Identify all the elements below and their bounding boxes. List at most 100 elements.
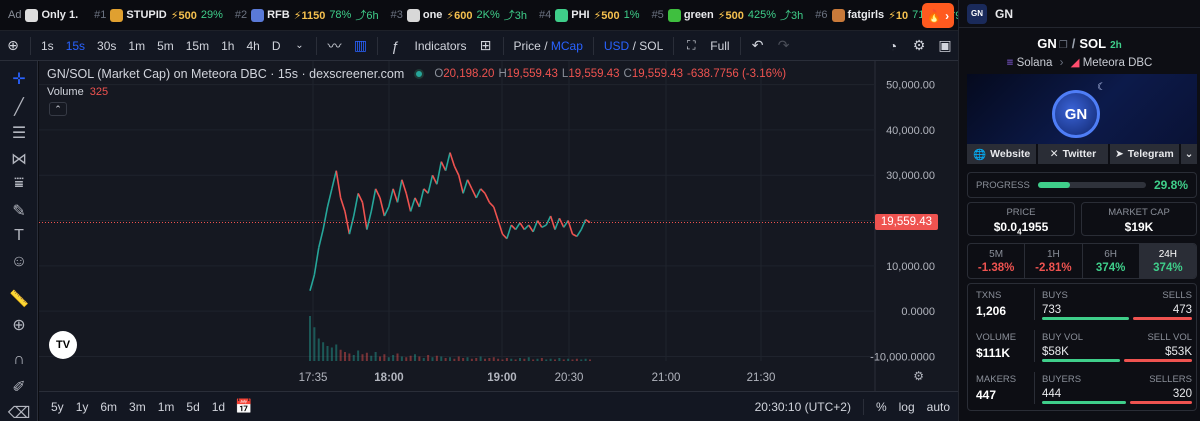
layout-grid-icon[interactable]: ⊞ <box>479 37 492 53</box>
timeframe-tab-1h[interactable]: 1H -2.81% <box>1025 244 1083 278</box>
chart-canvas[interactable]: 50,000.0040,000.0030,000.0020,000.0010,0… <box>39 61 958 391</box>
currency-toggle[interactable]: USD / SOL <box>603 38 664 53</box>
lock-drawings-icon[interactable]: ✐ <box>12 379 26 396</box>
interval-30s[interactable]: 30s <box>97 38 117 53</box>
range-5y[interactable]: 5y <box>51 399 64 414</box>
timeframe-tab-6h[interactable]: 6H 374% <box>1083 244 1140 278</box>
usd-option[interactable]: USD <box>603 38 630 53</box>
interval-1s[interactable]: 1s <box>41 38 54 53</box>
interval-5m[interactable]: 5m <box>157 38 174 53</box>
volume-bar <box>383 354 386 361</box>
progress-value: 29.8% <box>1153 178 1188 192</box>
quick-search-icon[interactable]: ◔ <box>888 37 898 54</box>
range-6m[interactable]: 6m <box>100 399 118 414</box>
emoji-icon[interactable]: ☺ <box>10 253 28 270</box>
social-links: 🌐 Website ✕ Twitter ➤ Telegram ⌄ <box>967 144 1197 164</box>
ticker-boost: ⚡500 <box>593 9 620 22</box>
brush-icon[interactable]: ✎ <box>12 203 26 220</box>
ticker-item[interactable]: #1 STUPID ⚡500 29% <box>94 7 223 23</box>
volume-bar <box>571 359 574 361</box>
ruler-icon[interactable]: 📏 <box>9 291 29 308</box>
copy-icon[interactable]: ❐ <box>1058 40 1068 51</box>
date-range-icon[interactable]: 📅 <box>235 398 253 414</box>
line-chart-icon[interactable]: 〰 <box>327 37 342 54</box>
volume-bar <box>400 356 403 361</box>
crosshair-icon[interactable]: ✛ <box>12 71 26 88</box>
mcap-option[interactable]: MCap <box>550 38 583 53</box>
buys-sells-ratio-bar <box>1042 317 1192 320</box>
magnet-icon[interactable]: ∩ <box>13 351 25 368</box>
sells-label: SELLS <box>1162 290 1192 301</box>
ticker-item[interactable]: #5 green ⚡500 425% ⤴3h <box>652 7 803 23</box>
twitter-link[interactable]: ✕ Twitter <box>1038 144 1108 164</box>
range-1d[interactable]: 1d <box>211 399 226 414</box>
buys-label: BUYS <box>1042 290 1068 301</box>
timeframe-tab-5m[interactable]: 5M -1.38% <box>968 244 1026 278</box>
price-segment <box>366 211 373 230</box>
dex-name[interactable]: Meteora DBC <box>1082 57 1153 69</box>
status-dot-icon <box>414 69 425 79</box>
ticker-age: ⤴3h <box>503 10 527 22</box>
price-segment <box>462 179 469 194</box>
ticker-item[interactable]: #3 one ⚡600 2K% ⤴3h <box>391 7 527 23</box>
horizontal-lines-icon[interactable]: ☰ <box>11 125 27 142</box>
volume-bar <box>365 352 368 361</box>
buy-vol-label: BUY VOL <box>1042 332 1084 343</box>
axis-settings-icon[interactable]: ⚙ <box>913 369 924 383</box>
camera-icon[interactable]: ▣ <box>938 37 952 53</box>
zoom-in-icon[interactable]: ⊕ <box>12 317 26 334</box>
log-toggle[interactable]: log <box>898 399 915 414</box>
ticker-item[interactable]: #4 PHI ⚡500 1% <box>539 7 640 23</box>
text-tool-icon[interactable]: T <box>14 227 24 244</box>
fib-icon[interactable]: ⩸ <box>14 175 24 192</box>
ticker-item[interactable]: #2 RFB ⚡1150 78% ⤴6h <box>235 7 379 23</box>
candles-icon[interactable]: ▥ <box>353 37 368 53</box>
redo-icon[interactable]: ↷ <box>777 37 790 53</box>
auto-toggle[interactable]: auto <box>926 399 950 414</box>
range-3m[interactable]: 3m <box>129 399 146 414</box>
full-button[interactable]: Full <box>710 38 730 53</box>
toolbar-divider <box>739 36 741 55</box>
interval-1h[interactable]: 1h <box>221 38 235 53</box>
sol-option[interactable]: SOL <box>639 38 664 53</box>
interval-D[interactable]: D <box>271 38 281 53</box>
price-option[interactable]: Price <box>513 38 541 53</box>
token-name: GN <box>995 6 1013 21</box>
pattern-icon[interactable]: ⋈ <box>11 151 27 168</box>
interval-15s[interactable]: 15s <box>65 38 86 53</box>
trending-fire-button[interactable]: 🔥 › <box>922 3 954 28</box>
volume-bar <box>532 359 535 361</box>
range-1m[interactable]: 1m <box>157 399 175 414</box>
volume-bar <box>475 358 478 361</box>
telegram-link[interactable]: ➤ Telegram <box>1109 144 1179 164</box>
website-link[interactable]: 🌐 Website <box>967 144 1037 164</box>
collapse-legend-button[interactable]: ⌃ <box>49 102 67 116</box>
more-links-chevron-icon[interactable]: ⌄ <box>1180 144 1197 164</box>
indicators-button[interactable]: Indicators <box>414 38 467 53</box>
tradingview-logo[interactable]: TV <box>49 331 77 359</box>
percent-toggle[interactable]: % <box>875 399 887 414</box>
interval-1m[interactable]: 1m <box>128 38 146 53</box>
chain-name[interactable]: Solana <box>1016 57 1053 69</box>
ohlc-open: 20,198.20 <box>443 68 495 80</box>
fullscreen-icon[interactable]: ⛶ <box>687 38 696 52</box>
volume-bar <box>558 358 561 361</box>
price-chart[interactable]: 50,000.0040,000.0030,000.0020,000.0010,0… <box>39 61 958 391</box>
add-symbol-icon[interactable]: ⊕ <box>7 37 19 53</box>
chevron-down-icon[interactable]: ⌄ <box>295 40 304 51</box>
price-segment <box>357 192 364 203</box>
undo-icon[interactable]: ↶ <box>751 37 764 53</box>
volume-bar <box>540 358 543 361</box>
trash-icon[interactable]: ⌫ <box>7 405 31 421</box>
interval-4h[interactable]: 4h <box>246 38 260 53</box>
indicators-icon[interactable]: ƒ <box>391 37 400 54</box>
interval-15m[interactable]: 15m <box>185 38 210 53</box>
ad-item[interactable]: Only 1. <box>25 8 82 22</box>
price-toggle[interactable]: Price / MCap <box>513 38 583 53</box>
settings-gear-icon[interactable]: ⚙ <box>912 37 926 53</box>
range-1y[interactable]: 1y <box>75 399 89 414</box>
range-5d[interactable]: 5d <box>186 399 200 414</box>
txns-row: TXNS 1,206 BUYS 733 SELLS 473 <box>968 284 1198 324</box>
timeframe-tab-24h[interactable]: 24H 374% <box>1139 244 1196 278</box>
trend-line-icon[interactable]: ╱ <box>14 99 24 116</box>
